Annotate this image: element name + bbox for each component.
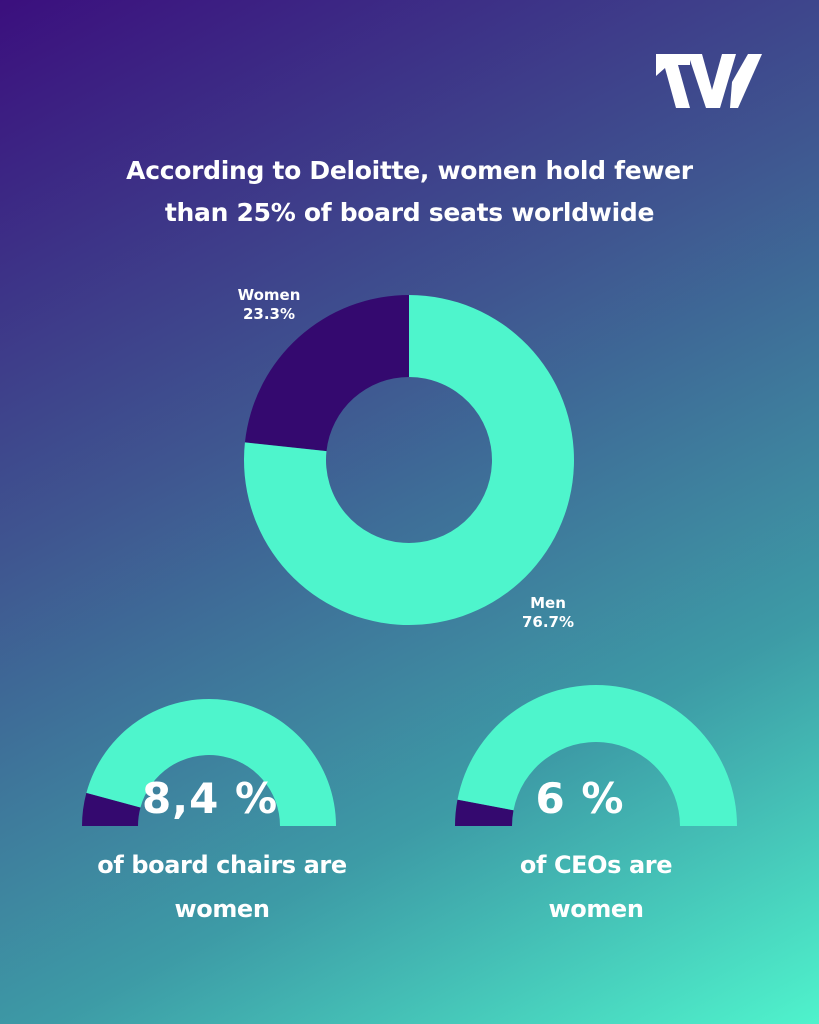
- women-slice-label: Women: [237, 286, 301, 304]
- ceos-caption: of CEOs are women: [436, 843, 756, 931]
- ceos-gauge: [455, 685, 737, 826]
- headline-line-2: than 25% of board seats worldwide: [164, 198, 655, 227]
- donut-label-men: Men 76.7%: [498, 594, 598, 632]
- w-arrow-logo-icon: [656, 54, 762, 108]
- men-slice-label: Men: [530, 594, 566, 612]
- board-chairs-gauge: [82, 699, 336, 826]
- board-seats-donut-chart: [243, 295, 575, 625]
- ceos-percentage: 6 %: [535, 774, 625, 823]
- ceos-caption-line-2: women: [548, 895, 644, 923]
- gauge-2-remainder-arc: [457, 685, 737, 826]
- board-chairs-percentage: 8,4 %: [141, 774, 279, 823]
- ceos-caption-line-1: of CEOs are: [519, 851, 673, 879]
- headline-line-1: According to Deloitte, women hold fewer: [126, 156, 693, 185]
- gauge-1-value-arc: [82, 792, 141, 826]
- donut-slice-women: [244, 295, 409, 452]
- board-chairs-caption: of board chairs are women: [62, 843, 382, 931]
- board-chairs-caption-line-1: of board chairs are: [97, 851, 347, 879]
- donut-slice-men: [243, 295, 575, 625]
- donut-label-women: Women 23.3%: [214, 286, 324, 324]
- board-chairs-caption-line-2: women: [174, 895, 270, 923]
- gauge-2-value-arc: [455, 799, 514, 826]
- headline: According to Deloitte, women hold fewer …: [40, 150, 779, 234]
- gauge-1-remainder-arc: [86, 699, 336, 826]
- women-slice-value: 23.3%: [242, 305, 296, 323]
- men-slice-value: 76.7%: [521, 613, 575, 631]
